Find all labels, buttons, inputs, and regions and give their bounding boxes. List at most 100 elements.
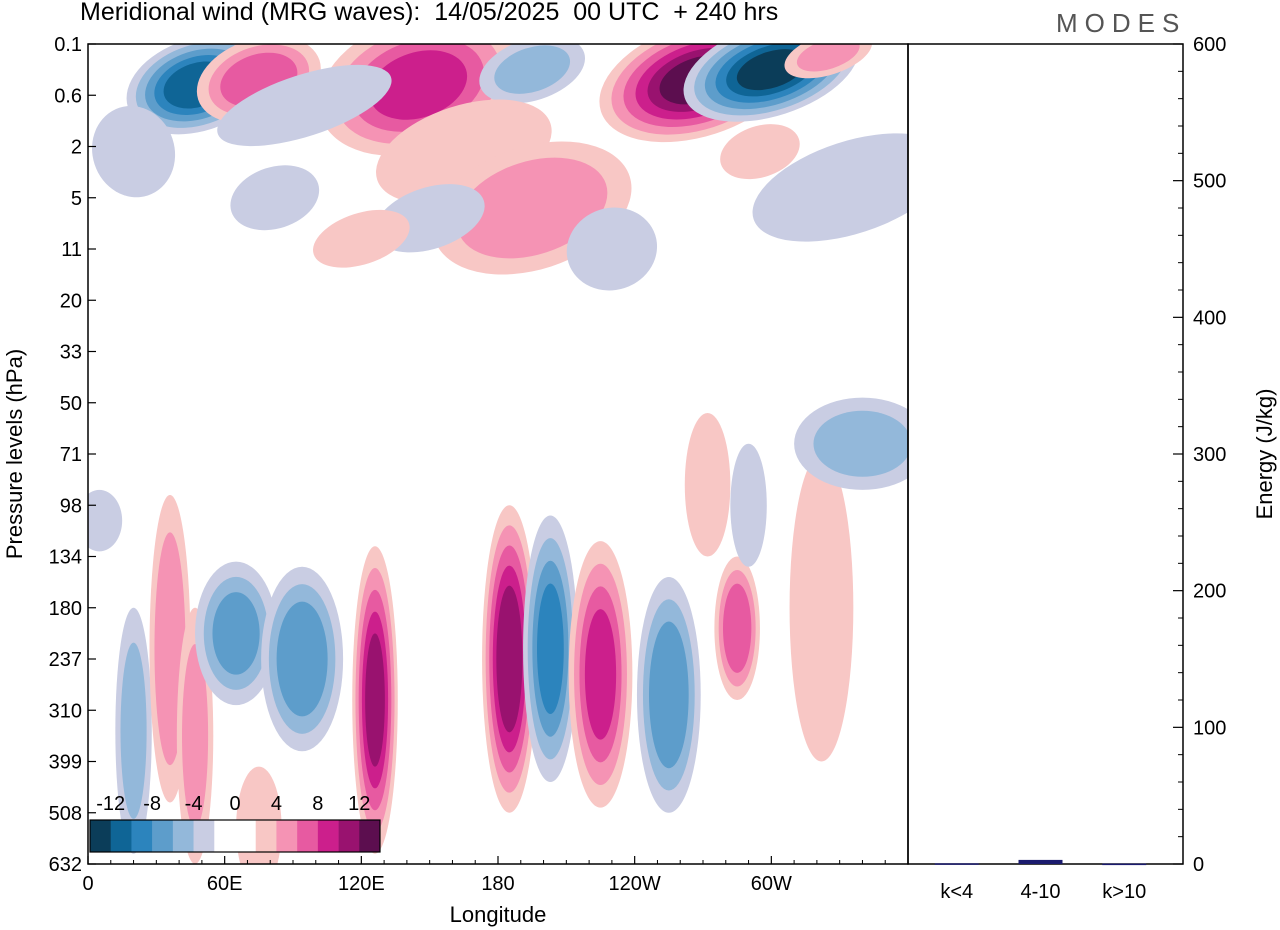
wind-contour [181,644,209,828]
y-tick-label: 50 [60,393,82,415]
colorbar-label: -4 [185,793,203,815]
colorbar-label: 12 [348,793,370,815]
axes: 0.1 0.6 2 5 11 20 33 50 71 98 134 180 237 310 399 508 63… [2,34,886,927]
x-tick-label: 180 [481,873,514,895]
wind-contour [789,454,854,762]
wind-contour [217,64,392,147]
y-tick-label: 134 [49,547,82,569]
wind-contour [752,133,908,242]
colorbar-swatch [90,820,112,852]
wind-cell [88,489,123,552]
colorbar-label: 8 [312,793,323,815]
y-tick-label: 632 [49,854,82,876]
wind-cell [730,443,767,567]
wind-contour [496,585,523,733]
colorbar-swatch [131,820,153,852]
wind-contour [212,592,260,675]
energy-category-label: k>10 [1102,881,1146,903]
wind-contour [276,601,328,717]
colorbar-swatch [172,820,194,852]
wind-cell [720,124,800,180]
colorbar-swatch [276,820,298,852]
modes-logo: MODES [1056,8,1187,38]
y-axis-label: Pressure levels (hPa) [2,349,27,559]
wind-contour [720,124,800,180]
colorbar-label: -12 [96,793,125,815]
wind-contour [813,410,908,477]
chart-title: Meridional wind (MRG waves): 14/05/2025 … [80,0,779,26]
wind-contour [566,207,658,291]
y-tick-label: 180 [49,598,82,620]
wind-cell [784,44,873,79]
wind-cell [230,165,320,231]
wind-cell [352,546,398,854]
wind-contour [120,642,147,819]
colorbar-label: -8 [143,793,161,815]
energy-tick-label: 300 [1193,444,1226,466]
wind-contour [796,44,860,72]
y-tick-label: 20 [60,290,82,312]
colorbar-swatch [214,820,236,852]
colorbar-swatch [235,820,257,852]
energy-tick-label: 200 [1193,581,1226,603]
y-tick-label: 71 [60,444,82,466]
wind-cell [636,577,701,813]
colorbar-frame [89,819,381,853]
wind-contour [684,413,731,557]
colorbar-swatch [297,820,319,852]
wind-cell [261,566,344,752]
colorbar-swatch [338,820,360,852]
wind-contour [722,583,752,673]
wind-contour [369,50,468,120]
wind-cell [479,44,586,104]
y-tick-label: 11 [61,239,82,261]
energy-category-label: k<4 [940,881,973,903]
energy-tick-label: 0 [1193,854,1204,876]
wind-cell [568,541,633,808]
energy-tick-label: 600 [1193,34,1226,56]
colorbar: -12 -8 -4 0 4 8 12 [89,793,381,853]
energy-tick-label: 400 [1193,307,1226,329]
wind-cell [115,607,152,854]
colorbar-swatch [193,820,215,852]
colorbar-swatch [359,820,381,852]
wind-cell [789,454,854,762]
x-tick-label: 60W [751,873,792,895]
x-tick-label: 120W [609,873,661,895]
wind-cell [217,64,392,147]
energy-bar [1018,859,1063,864]
wind-contour [730,443,767,567]
energy-bar [934,863,979,865]
y-tick-label: 98 [60,495,82,517]
wind-contour [313,209,410,268]
wind-contour [648,621,689,769]
wind-cell [92,105,176,198]
wind-cell [794,397,908,490]
wind-contour [494,45,571,94]
energy-tick-label: 100 [1193,717,1226,739]
colorbar-swatch [317,820,339,852]
x-axis-label: Longitude [450,902,547,927]
y-tick-label: 5 [71,188,82,210]
y-tick-label: 237 [49,649,82,671]
energy-frame [907,43,1184,865]
colorbar-swatch [255,820,277,852]
colorbar-label: 0 [229,793,240,815]
wind-cell [684,413,731,557]
y-tick-label: 310 [49,700,82,722]
energy-bar [1102,863,1147,866]
wind-contour [92,105,176,198]
y-tick-label: 0.6 [54,85,82,107]
wind-contour [230,165,320,231]
x-tick-label: 0 [82,873,93,895]
wind-cell [313,209,410,268]
colorbar-swatch [152,820,174,852]
y-tick-label: 0.1 [54,34,82,56]
x-tick-label: 120E [338,873,385,895]
wind-cell [523,515,578,782]
wind-field [88,44,908,864]
wind-cell [566,207,658,291]
y-tick-label: 33 [60,342,82,364]
wind-contour [88,489,123,552]
